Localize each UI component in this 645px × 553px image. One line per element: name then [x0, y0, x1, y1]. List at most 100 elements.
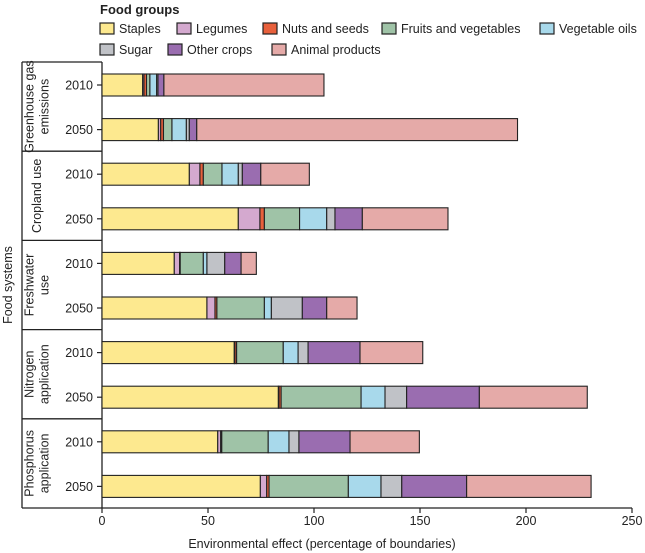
bar-segment-staples [101, 296, 208, 320]
legend-label: Fruits and vegetables [401, 22, 521, 36]
bar-segment-fruits-and-vegetables [202, 162, 223, 186]
y-axis-label: Food systems [1, 246, 15, 324]
year-label: 2010 [65, 435, 93, 449]
bar-segment-staples [101, 430, 219, 454]
year-label: 2050 [65, 480, 93, 494]
bar-segment-sugar [384, 385, 408, 409]
bar-segment-vegetable-oils [347, 474, 382, 498]
bar-segment-fruits-and-vegetables [280, 385, 362, 409]
bar-segment-legumes [237, 207, 261, 231]
group-label: Freshwater [23, 254, 37, 317]
bar-segment-animal-products [361, 207, 449, 231]
bar-segment-animal-products [478, 385, 588, 409]
bar-segment-vegetable-oils [282, 341, 299, 365]
bar-segment-sugar [297, 341, 309, 365]
x-tick-label: 250 [622, 514, 643, 528]
bar-segment-animal-products [163, 73, 325, 97]
bar-segment-staples [101, 207, 239, 231]
legend-label: Animal products [291, 43, 381, 57]
x-axis-label: Environmental effect (percentage of boun… [188, 537, 455, 551]
legend-swatch [99, 43, 115, 56]
bar-segment-other-crops [307, 341, 361, 365]
bar-segment-legumes [206, 296, 216, 320]
bar-segment-staples [101, 162, 190, 186]
bar-segment-fruits-and-vegetables [179, 251, 204, 275]
bar-segment-fruits-and-vegetables [162, 118, 173, 142]
bar-segment-other-crops [224, 251, 242, 275]
group-label: Cropland use [30, 159, 44, 233]
year-label: 2010 [65, 168, 93, 182]
bar-segment-animal-products [349, 430, 420, 454]
year-label: 2050 [65, 123, 93, 137]
bar-segment-other-crops [334, 207, 363, 231]
group-label: application [38, 433, 52, 493]
bar-segment-staples [101, 474, 261, 498]
bar-segment-animal-products [359, 341, 424, 365]
year-label: 2050 [65, 212, 93, 226]
legend-label: Vegetable oils [559, 22, 637, 36]
legend-label: Other crops [187, 43, 252, 57]
x-tick-label: 150 [410, 514, 431, 528]
bar-segment-vegetable-oils [263, 296, 272, 320]
x-tick-label: 100 [304, 514, 325, 528]
bar-segment-other-crops [401, 474, 468, 498]
x-tick-label: 50 [201, 514, 215, 528]
legend-label: Nuts and seeds [282, 22, 369, 36]
bar-segment-other-crops [406, 385, 480, 409]
bar-segment-other-crops [188, 118, 198, 142]
year-label: 2010 [65, 346, 93, 360]
x-tick-label: 0 [99, 514, 106, 528]
bar-segment-staples [101, 118, 159, 142]
bar-segment-animal-products [196, 118, 519, 142]
group-label: Greenhouse gas [23, 60, 37, 152]
bar-segment-other-crops [301, 296, 328, 320]
bar-segment-animal-products [260, 162, 310, 186]
bar-segment-staples [101, 341, 235, 365]
group-label: application [38, 344, 52, 404]
bar-segment-vegetable-oils [149, 73, 158, 97]
bar-segment-staples [101, 251, 175, 275]
bar-segment-other-crops [157, 73, 165, 97]
bar-segment-sugar [237, 162, 243, 186]
bar-segment-vegetable-oils [221, 162, 239, 186]
legend-swatch [167, 43, 183, 56]
legend-label: Staples [119, 22, 161, 36]
bar-segment-other-crops [298, 430, 351, 454]
bar-segment-fruits-and-vegetables [263, 207, 301, 231]
bar-segment-vegetable-oils [299, 207, 328, 231]
year-label: 2050 [65, 391, 93, 405]
bar-segment-vegetable-oils [171, 118, 187, 142]
bar-segment-vegetable-oils [267, 430, 290, 454]
group-label: use [38, 275, 52, 295]
group-label: Nitrogen [23, 351, 37, 398]
x-tick-label: 200 [516, 514, 537, 528]
bar-segment-legumes [188, 162, 201, 186]
bar-segment-staples [101, 73, 144, 97]
legend-label: Legumes [196, 22, 247, 36]
legend-swatch [271, 43, 287, 56]
legend-swatch [539, 22, 555, 35]
bar-segment-sugar [206, 251, 226, 275]
year-label: 2010 [65, 257, 93, 271]
bar-segment-other-crops [241, 162, 262, 186]
legend-swatch [99, 22, 115, 35]
bar-segment-animal-products [240, 251, 257, 275]
bar-segment-animal-products [466, 474, 592, 498]
bar-segment-fruits-and-vegetables [221, 430, 269, 454]
bar-segment-legumes [173, 251, 181, 275]
legend-swatch [176, 22, 192, 35]
bar-segment-sugar [326, 207, 336, 231]
bar-segment-fruits-and-vegetables [216, 296, 265, 320]
bar-segment-sugar [380, 474, 403, 498]
legend-label: Sugar [119, 43, 152, 57]
bar-segment-nuts-and-seeds [259, 207, 265, 231]
group-label: emissions [38, 79, 52, 135]
bar-segment-fruits-and-vegetables [268, 474, 349, 498]
legend-swatch [381, 22, 397, 35]
bar-segment-fruits-and-vegetables [236, 341, 284, 365]
year-label: 2010 [65, 79, 93, 93]
year-label: 2050 [65, 302, 93, 316]
bar-segment-sugar [288, 430, 300, 454]
